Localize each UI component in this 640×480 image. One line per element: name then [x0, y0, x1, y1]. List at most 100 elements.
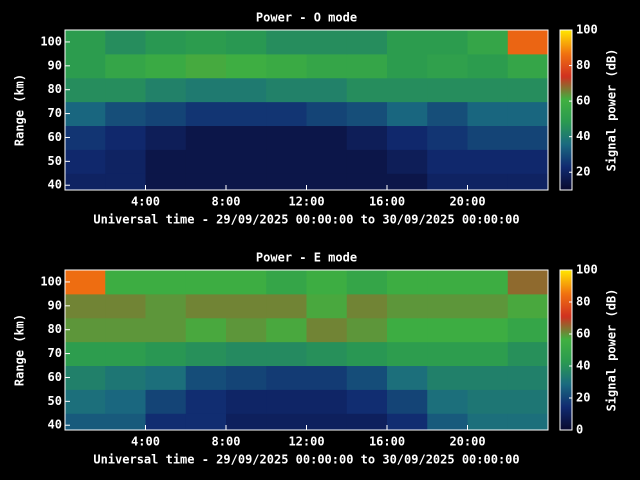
y-tick-label: 90 [48, 298, 62, 312]
colorbar-step [560, 282, 572, 285]
heat-cell [306, 173, 348, 190]
heat-cell [105, 413, 146, 430]
heat-cell [387, 270, 428, 295]
colorbar-step [560, 70, 572, 73]
heat-cell [507, 270, 548, 295]
heat-cell [266, 149, 307, 174]
x-tick-label: 12:00 [288, 195, 324, 209]
heat-cell [65, 125, 106, 150]
colorbar-step [560, 138, 572, 141]
colorbar-step [560, 132, 572, 135]
colorbar-step [560, 34, 572, 37]
colorbar-step [560, 188, 572, 191]
heat-cell [226, 317, 267, 343]
colorbar-step [560, 136, 572, 139]
y-axis-label: Range (km) [13, 74, 27, 146]
colorbar-step [560, 42, 572, 45]
colorbar-step [560, 392, 572, 395]
heat-cell [185, 77, 227, 103]
colorbar-tick-label: 20 [576, 165, 590, 179]
colorbar-step [560, 84, 572, 87]
x-tick-label: 4:00 [131, 435, 160, 449]
heat-cell [507, 173, 548, 190]
colorbar-step [560, 416, 572, 419]
heat-cell [346, 149, 388, 174]
heat-cell [185, 173, 227, 190]
colorbar-step [560, 130, 572, 133]
colorbar-step [560, 44, 572, 47]
colorbar-step [560, 126, 572, 129]
heat-cell [185, 149, 227, 174]
colorbar-step [560, 166, 572, 169]
heat-cell [306, 317, 348, 343]
colorbar-tick-label: 60 [576, 94, 590, 108]
heat-cell [306, 270, 348, 295]
heat-cell [507, 125, 548, 150]
heat-cell [185, 413, 227, 430]
heat-cell [427, 317, 468, 343]
colorbar-step [560, 182, 572, 185]
colorbar-step [560, 184, 572, 187]
x-tick-label: 8:00 [212, 435, 241, 449]
heat-cell [387, 125, 428, 150]
heat-cell [467, 101, 509, 127]
colorbar-step [560, 280, 572, 283]
colorbar-step [560, 272, 572, 275]
colorbar-tick-label: 0 [576, 423, 583, 437]
heat-cell [226, 365, 267, 390]
colorbar-step [560, 76, 572, 79]
colorbar-step [560, 314, 572, 317]
heat-cell [467, 413, 509, 430]
heat-cell [387, 389, 428, 414]
heat-cell [226, 413, 267, 430]
heat-cell [65, 77, 106, 103]
heat-cell [226, 341, 267, 367]
colorbar-step [560, 300, 572, 303]
heat-cell [346, 317, 388, 343]
colorbar-step [560, 62, 572, 65]
heat-cell [266, 101, 307, 127]
colorbar-step [560, 162, 572, 165]
colorbar-step [560, 32, 572, 35]
colorbar-step [560, 382, 572, 385]
heat-cell [266, 53, 307, 79]
heat-cell [346, 30, 388, 55]
colorbar-step [560, 292, 572, 295]
colorbar-step [560, 170, 572, 173]
colorbar-step [560, 48, 572, 51]
heat-cell [145, 77, 187, 103]
colorbar-step [560, 140, 572, 143]
heat-cell [145, 365, 187, 390]
heat-cell [65, 317, 106, 343]
colorbar-step [560, 364, 572, 367]
colorbar-step [560, 422, 572, 425]
heat-cell [467, 77, 509, 103]
colorbar-step [560, 414, 572, 417]
colorbar-step [560, 60, 572, 63]
heat-cell [507, 101, 548, 127]
chart-title: Power - O mode [256, 11, 357, 25]
colorbar-step [560, 410, 572, 413]
colorbar-step [560, 108, 572, 111]
colorbar-step [560, 324, 572, 327]
heat-cell [226, 173, 267, 190]
colorbar-step [560, 116, 572, 119]
heat-cell [65, 365, 106, 390]
x-tick-label: 4:00 [131, 195, 160, 209]
heat-cell [145, 389, 187, 414]
colorbar-step [560, 102, 572, 105]
colorbar-step [560, 368, 572, 371]
heat-cell [185, 125, 227, 150]
colorbar-step [560, 96, 572, 99]
colorbar-tick-label: 40 [576, 359, 590, 373]
heat-cell [306, 389, 348, 414]
heat-cell [346, 125, 388, 150]
colorbar-step [560, 92, 572, 95]
colorbar-step [560, 38, 572, 41]
colorbar-step [560, 104, 572, 107]
heat-cell [105, 173, 146, 190]
heat-cell [65, 293, 106, 319]
y-tick-label: 60 [48, 370, 62, 384]
colorbar-step [560, 52, 572, 55]
colorbar-step [560, 160, 572, 163]
